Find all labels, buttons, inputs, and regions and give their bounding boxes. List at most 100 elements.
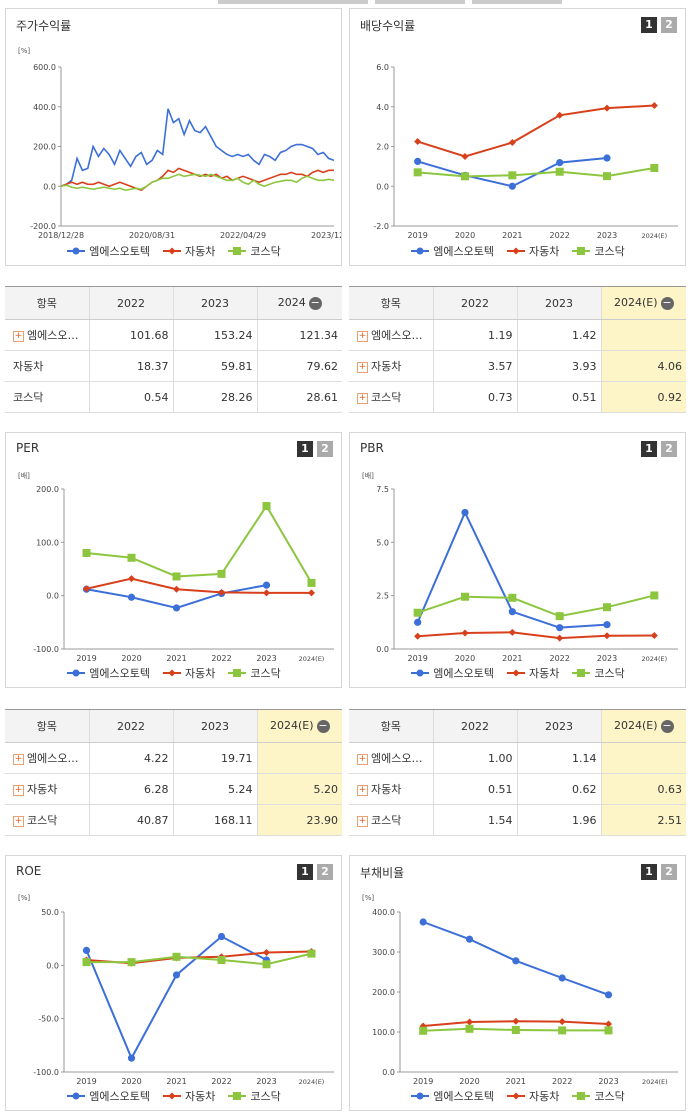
data-point <box>555 612 564 621</box>
row-label[interactable]: + 자동차 <box>349 773 433 805</box>
collapse-icon[interactable]: − <box>308 295 322 310</box>
row-label[interactable]: + 코스닥 <box>349 804 433 836</box>
legend-item[interactable]: 자동차 <box>506 1088 559 1104</box>
legend-item[interactable]: 엠에스오토텍 <box>410 665 494 681</box>
expand-icon[interactable]: + <box>357 361 368 373</box>
page-2-button[interactable]: 2 <box>317 864 333 880</box>
row-label[interactable]: + 엠에스오… <box>349 319 433 351</box>
expand-icon[interactable]: + <box>357 784 368 796</box>
row-label[interactable]: + 자동차 <box>5 773 89 805</box>
legend-item[interactable]: 자동차 <box>506 243 559 259</box>
roe-panel: ROE 1 2 [%] 50.0 0.0 -50.0 -100.0 2019 2020 20… <box>5 855 342 1111</box>
collapse-icon[interactable]: − <box>660 718 674 733</box>
expand-icon[interactable]: + <box>13 815 24 827</box>
data-point <box>650 591 659 600</box>
expand-icon[interactable]: + <box>13 784 24 796</box>
expand-icon[interactable]: + <box>13 753 24 765</box>
legend-item[interactable]: 자동차 <box>162 243 215 259</box>
legend-label: 자동차 <box>184 1090 216 1103</box>
data-point <box>508 593 517 602</box>
panel-title: PBR <box>360 441 384 455</box>
collapse-icon[interactable]: − <box>660 295 674 310</box>
data-point <box>556 158 564 167</box>
legend-item[interactable]: 코스닥 <box>227 243 281 259</box>
data-point <box>604 991 613 999</box>
legend-label: 자동차 <box>184 245 216 258</box>
legend-item[interactable]: 코스닥 <box>571 243 625 259</box>
row-label[interactable]: + 코스닥 <box>349 381 433 413</box>
legend-marker <box>162 669 181 677</box>
row-label[interactable]: + 엠에스오… <box>5 742 89 774</box>
y-tick-label: 0.0 <box>46 592 59 601</box>
row-label[interactable]: + 코스닥 <box>5 804 89 836</box>
legend-item[interactable]: 코스닥 <box>571 665 625 681</box>
header-cell: 항목 <box>5 709 89 743</box>
roe-chart: 50.0 0.0 -50.0 -100.0 2019 2020 2021 2022 2023 20… <box>33 908 334 1086</box>
data-point <box>461 172 469 181</box>
legend-item[interactable]: 코스닥 <box>227 1088 281 1104</box>
expand-icon[interactable]: + <box>357 392 368 404</box>
legend-item[interactable]: 코스닥 <box>571 1088 625 1104</box>
legend-label: 코스닥 <box>250 1090 281 1103</box>
header-cell: 2024− <box>256 286 342 320</box>
unit-label: [배] <box>18 472 30 480</box>
legend-item[interactable]: 엠에스오토텍 <box>66 243 150 259</box>
legend-item[interactable]: 자동차 <box>506 665 559 681</box>
page-1-button[interactable]: 1 <box>297 441 313 457</box>
expand-icon[interactable]: + <box>357 330 368 342</box>
header-cell: 항목 <box>349 286 433 320</box>
unit-label: [배] <box>362 472 374 480</box>
x-tick-label: 2019 <box>413 1077 433 1086</box>
value-cell: 0.62 <box>516 773 601 805</box>
page-2-button[interactable]: 2 <box>661 17 677 33</box>
page-1-button[interactable]: 1 <box>641 441 657 457</box>
data-point <box>461 152 469 160</box>
y-tick-label: 100.0 <box>36 538 59 547</box>
collapse-icon[interactable]: − <box>316 718 330 733</box>
series-line-2 <box>417 166 655 178</box>
pager: 1 2 <box>297 864 333 880</box>
legend-item[interactable]: 엠에스오토텍 <box>66 1088 150 1104</box>
row-label[interactable]: + 엠에스오… <box>5 319 89 351</box>
page-1-button[interactable]: 1 <box>641 864 657 880</box>
x-tick-label: 2018/12/28 <box>38 231 84 240</box>
expand-icon[interactable]: + <box>13 330 24 342</box>
row-label[interactable]: + 엠에스오… <box>349 742 433 774</box>
legend-item[interactable]: 엠에스오토텍 <box>66 665 150 681</box>
page-2-button[interactable]: 2 <box>661 864 677 880</box>
data-point <box>603 603 611 612</box>
page-1-button[interactable]: 1 <box>297 864 313 880</box>
page-2-button[interactable]: 2 <box>661 441 677 457</box>
legend-label: 자동차 <box>528 1090 560 1103</box>
dividend-yield-panel: 배당수익률 1 2 6.0 4.0 2.0 0.0 -2.0 2019 2020 2021 20… <box>349 8 686 266</box>
table-row: + 엠에스오… 4.22 19.71 <box>5 742 342 774</box>
data-point <box>465 1024 474 1033</box>
panel-title: ROE <box>16 864 42 878</box>
expand-icon[interactable]: + <box>357 815 368 827</box>
data-point <box>127 553 136 562</box>
page-1-button[interactable]: 1 <box>641 17 657 33</box>
expand-icon[interactable]: + <box>357 753 368 765</box>
legend-marker <box>506 1092 525 1100</box>
x-tick-label: 2022 <box>211 1077 231 1086</box>
legend: 엠에스오토텍 자동차 코스닥 <box>350 1088 685 1104</box>
legend-item[interactable]: 엠에스오토텍 <box>410 1088 494 1104</box>
row-label[interactable]: + 자동차 <box>349 350 433 382</box>
page-2-button[interactable]: 2 <box>317 441 333 457</box>
x-tick-label: 2023 <box>598 1077 618 1086</box>
data-point <box>217 569 226 578</box>
value-cell <box>600 742 686 774</box>
x-tick-label: 2021 <box>502 654 522 663</box>
data-point <box>461 508 469 517</box>
per-chart: 200.0 100.0 0.0 -100.0 2019 2020 2021 2022 2023 2… <box>33 485 334 663</box>
legend-item[interactable]: 코스닥 <box>227 665 281 681</box>
legend-item[interactable]: 자동차 <box>162 1088 215 1104</box>
pager: 1 2 <box>297 441 333 457</box>
panel-title: 부채비율 <box>360 866 405 880</box>
legend-item[interactable]: 자동차 <box>162 665 215 681</box>
legend-label: 엠에스오토텍 <box>433 245 494 258</box>
legend-item[interactable]: 엠에스오토텍 <box>410 243 494 259</box>
data-point <box>603 621 611 629</box>
data-point <box>461 629 469 637</box>
